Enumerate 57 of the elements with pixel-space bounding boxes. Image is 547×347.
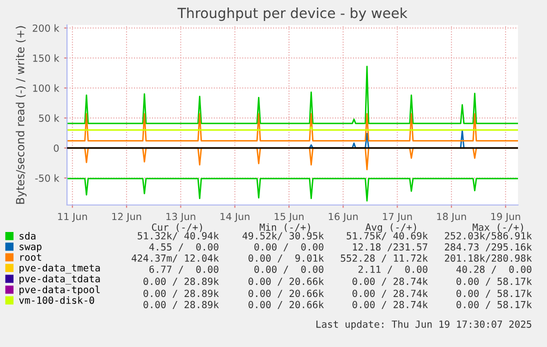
x-tick-label: 17 Jun	[383, 212, 412, 222]
text: 40.28 / 0.00	[456, 266, 532, 274]
text: 284.73 /295.16k	[444, 243, 532, 252]
text: 0.00 / 58.17k	[456, 300, 532, 310]
x-tick-label: 14 Jun	[220, 212, 250, 222]
x-tick-label: 16 Jun	[328, 212, 358, 222]
x-tick-label: 18 Jun	[437, 212, 466, 222]
text: 0.00 / 0.00	[254, 266, 324, 274]
text: 0.00 / 58.17k	[456, 290, 532, 298]
text: Min (-/+)	[260, 223, 310, 232]
legend-label: swap	[20, 244, 42, 252]
y-axis-title: Bytes/second read (-) / write (+)	[16, 26, 27, 204]
text: 552.28 / 11.72k	[340, 254, 428, 263]
text: 0.00 / 28.89k	[144, 290, 219, 298]
y-tick-label: 0	[54, 144, 59, 152]
text: Last update: Thu Jun 19 17:30:07 2025	[316, 320, 532, 330]
text: 0.00 / 0.00	[254, 243, 324, 252]
legend-label: root	[20, 254, 42, 261]
x-tick-label: 19 Jun	[491, 212, 520, 222]
legend-label: sda	[20, 232, 36, 240]
text: Max (-/+)	[472, 223, 523, 232]
legend-label: pve-data-tpool	[20, 286, 100, 296]
text: 49.52k/ 30.95k	[242, 232, 324, 240]
x-tick-label: 15 Jun	[274, 212, 304, 222]
text: 51.75k/ 40.69k	[346, 232, 428, 240]
text: 0.00 / 28.74k	[352, 300, 428, 310]
chart-title: Throughput per device - by week	[177, 8, 408, 21]
text: 0.00 / 28.89k	[144, 277, 219, 286]
text: 201.18k/280.98k	[444, 254, 532, 263]
text: 0.00 / 20.66k	[248, 300, 324, 310]
y-tick-label: 100 k	[33, 84, 60, 92]
text: Avg (-/+)	[366, 223, 416, 233]
text: 51.32k/ 40.94k	[138, 232, 219, 240]
legend-label: vm-100-disk-0	[19, 296, 94, 304]
text: 424.37m/ 12.04k	[132, 254, 219, 263]
text: 0.00 / 20.66k	[248, 277, 324, 286]
y-tick-label: 50 k	[39, 114, 60, 122]
text: 0.00 / 9.01k	[248, 254, 324, 263]
text: 6.77 / 0.00	[149, 266, 218, 274]
text: 2.11 / 0.00	[358, 266, 428, 274]
y-tick-label: -50 k	[35, 174, 60, 182]
y-tick-label: 150 k	[33, 54, 60, 62]
text: 12.18 /231.57	[353, 243, 428, 252]
text: 0.00 / 20.66k	[248, 290, 324, 298]
y-tick-label: 200 k	[32, 24, 60, 32]
x-tick-label: 13 Jun	[166, 212, 196, 222]
legend-label: pve-data_tmeta	[20, 264, 100, 274]
text: 4.55 / 0.00	[149, 243, 218, 252]
text: 252.03k/586.91k	[444, 232, 532, 240]
x-tick-label: 11 Jun	[58, 212, 87, 222]
text: 0.00 / 28.74k	[352, 277, 428, 286]
legend-label: pve-data_tdata	[20, 274, 100, 285]
text: 0.00 / 28.74k	[352, 290, 428, 298]
text: Cur (-/+)	[152, 223, 202, 232]
x-tick-label: 12 Jun	[112, 212, 142, 222]
text: 0.00 / 28.89k	[144, 300, 219, 310]
text: 0.00 / 58.17k	[456, 277, 532, 286]
